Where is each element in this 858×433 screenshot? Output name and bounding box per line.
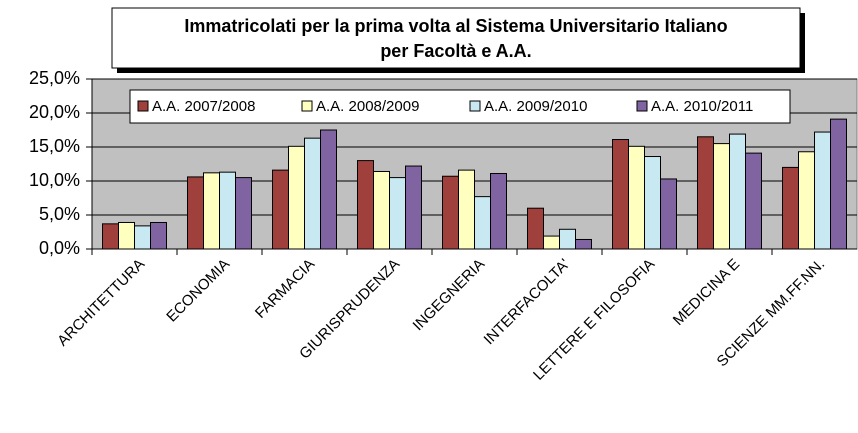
bar xyxy=(219,171,236,250)
chart-title: Immatricolati per la prima volta al Sist… xyxy=(184,16,727,36)
bar xyxy=(713,143,730,250)
y-tick-label: 25,0% xyxy=(29,68,80,88)
x-tick-label: INTERFACOLTA' xyxy=(481,256,574,349)
bar xyxy=(373,170,390,250)
bar xyxy=(134,225,151,250)
bar xyxy=(697,136,714,250)
bar xyxy=(782,166,799,250)
y-tick-label: 10,0% xyxy=(29,170,80,190)
bar xyxy=(187,176,204,250)
legend-swatch xyxy=(636,100,648,112)
bar xyxy=(830,118,847,250)
x-tick-label: ECONOMIA xyxy=(163,256,233,326)
bar xyxy=(745,152,762,250)
bar xyxy=(660,178,677,250)
bar xyxy=(320,129,337,250)
bar xyxy=(814,131,831,250)
bar xyxy=(389,177,406,250)
y-tick-label: 5,0% xyxy=(39,204,80,224)
bar xyxy=(612,139,629,250)
legend-label: A.A. 2007/2008 xyxy=(152,98,255,115)
legend-label: A.A. 2009/2010 xyxy=(484,98,587,115)
bar xyxy=(272,169,289,250)
bar xyxy=(118,221,135,250)
bar xyxy=(559,228,576,250)
chart-title: per Facoltà e A.A. xyxy=(380,41,531,61)
bar xyxy=(235,177,252,250)
legend-swatch xyxy=(301,100,313,112)
bar xyxy=(288,145,305,250)
y-tick-label: 0,0% xyxy=(39,238,80,258)
bar xyxy=(357,160,374,250)
bar xyxy=(490,173,507,250)
title-box xyxy=(111,7,801,69)
bar xyxy=(203,172,220,250)
bar xyxy=(644,156,661,250)
legend-swatch xyxy=(137,100,149,112)
bar xyxy=(628,145,645,250)
legend-box xyxy=(129,89,791,124)
bar xyxy=(102,223,119,250)
y-tick-label: 15,0% xyxy=(29,136,80,156)
legend-swatch xyxy=(469,100,481,112)
x-tick-label: FARMACIA xyxy=(252,256,318,322)
bar xyxy=(575,238,592,250)
bar xyxy=(442,175,459,250)
bar xyxy=(150,221,167,250)
bar xyxy=(405,165,422,250)
x-tick-label: INGEGNERIA xyxy=(410,256,489,335)
y-tick-label: 20,0% xyxy=(29,102,80,122)
x-tick-label: ARCHITETTURA xyxy=(54,256,148,350)
bar xyxy=(729,133,746,250)
legend-label: A.A. 2008/2009 xyxy=(316,98,419,115)
bar xyxy=(798,151,815,250)
bar xyxy=(527,207,544,250)
bar xyxy=(458,169,475,250)
bar xyxy=(304,137,321,250)
bar xyxy=(474,196,491,250)
x-tick-label: MEDICINA E xyxy=(670,256,743,329)
legend-label: A.A. 2010/2011 xyxy=(651,98,753,115)
bar xyxy=(543,235,560,250)
